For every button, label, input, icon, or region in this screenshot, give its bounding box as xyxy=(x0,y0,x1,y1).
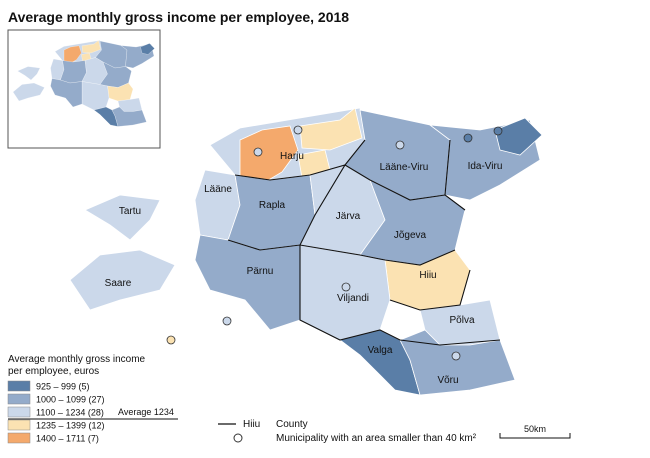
legend: Average monthly gross income per employe… xyxy=(7,354,571,444)
municipality-legend: Municipality with an area smaller than 4… xyxy=(276,433,477,444)
legend-label: 1400 – 1711 (7) xyxy=(36,434,99,444)
county-label: Valga xyxy=(368,345,393,356)
legend-label: 925 – 999 (5) xyxy=(36,382,90,392)
legend-swatch xyxy=(7,380,31,392)
county-legend: County xyxy=(276,419,308,430)
average: Average 1234 xyxy=(118,407,174,417)
legend-label: 1000 – 1099 (27) xyxy=(36,395,105,405)
legend-swatch xyxy=(7,432,31,444)
county-label: Viljandi xyxy=(337,293,369,304)
municipalities xyxy=(166,125,503,361)
county-label: Saare xyxy=(105,278,132,289)
county-label: Hiiu xyxy=(419,270,436,281)
scale-label: 50km xyxy=(524,424,546,434)
legend-title: Average monthly gross income xyxy=(8,354,146,365)
county-label: Harju xyxy=(280,151,304,162)
legend-swatch xyxy=(7,419,31,431)
legend-swatch xyxy=(7,393,31,405)
county-label: Ida-Viru xyxy=(468,161,503,172)
county-label: Lääne-Viru xyxy=(380,162,429,173)
county-sample: Hiiu xyxy=(243,419,260,430)
county-label: Võru xyxy=(437,375,458,386)
county-label: Jõgeva xyxy=(394,230,427,241)
county-label: Pärnu xyxy=(247,266,274,277)
county-label: Lääne xyxy=(204,184,232,195)
county-label: Tartu xyxy=(119,206,141,217)
map xyxy=(69,107,543,396)
legend-swatch xyxy=(7,406,31,418)
county-label: Järva xyxy=(336,211,361,222)
title: Average monthly gross income per employe… xyxy=(8,9,349,25)
inset xyxy=(7,29,161,149)
county-label: Rapla xyxy=(259,200,286,211)
legend-label: 1100 – 1234 (28) xyxy=(36,408,104,418)
legend-title: per employee, euros xyxy=(8,366,99,377)
legend-label: 1235 – 1399 (12) xyxy=(36,421,105,431)
county-label: Põlva xyxy=(449,315,474,326)
